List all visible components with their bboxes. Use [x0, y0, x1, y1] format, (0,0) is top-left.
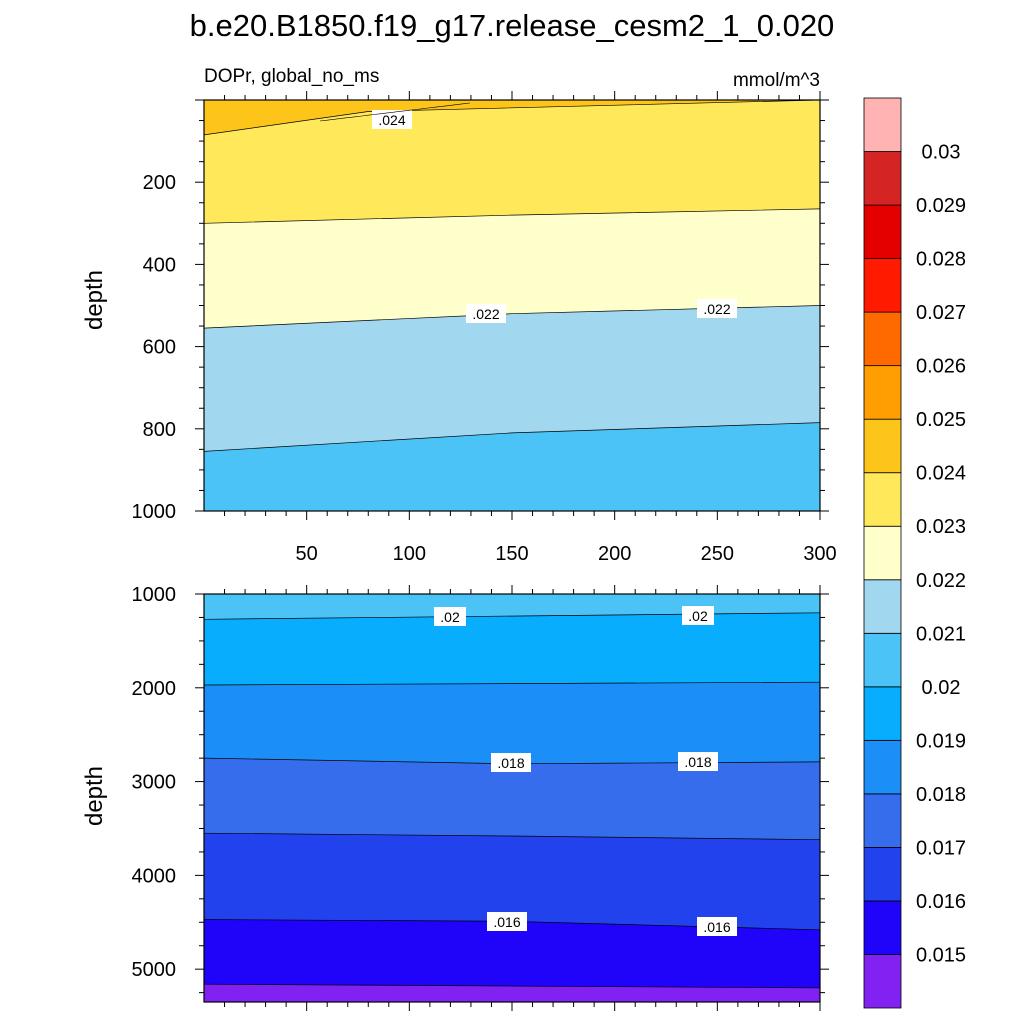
colorbar-swatch [863, 472, 902, 527]
colorbar-swatch [863, 632, 902, 688]
contour-line [204, 422, 820, 452]
contour-label-box [372, 110, 412, 129]
contour-line [204, 832, 820, 841]
colorbar-label: 0.017 [916, 837, 966, 859]
colorbar-swatch [863, 793, 902, 848]
y-tick-label: 1000 [132, 584, 177, 606]
y-tick-label: 4000 [132, 865, 177, 887]
y-tick-label: 5000 [132, 959, 177, 981]
contour-label: .02 [440, 609, 460, 625]
contour-line [204, 208, 820, 224]
panel-lower: 1000 2000 3000 4000 5000 depth .02 .02 .018 .018.… [81, 584, 829, 1011]
contour-label: .022 [472, 306, 499, 322]
contour-label-box [678, 752, 718, 771]
colorbar-swatch [863, 258, 902, 313]
contour-label-box [487, 912, 527, 931]
colorbar-label: 0.022 [916, 570, 966, 592]
contour-line [204, 612, 820, 620]
x-tick-label: 50 [296, 543, 318, 565]
colorbar-label: 0.023 [916, 516, 966, 538]
colorbar-label: 0.027 [916, 302, 966, 324]
colorbar-swatch [863, 418, 902, 474]
contour-line [204, 983, 820, 989]
contour-label: .024 [378, 112, 405, 128]
colorbar-swatch [863, 900, 902, 955]
contour-band [204, 100, 820, 224]
colorbar-label: 0.025 [916, 409, 966, 431]
colorbar-label: 0.03 [922, 142, 961, 164]
panel-upper: 50 100 150 200 250 300 200 400 600 800 1000 depth .0… [81, 91, 837, 565]
contour-label: .022 [703, 301, 730, 317]
colorbar-swatch [863, 97, 902, 152]
colorbar-swatch [863, 686, 902, 741]
contour-line [204, 681, 820, 686]
x-tick-label: 250 [701, 543, 734, 565]
colorbar-label: 0.015 [916, 944, 966, 966]
y-tick-label: 2000 [132, 678, 177, 700]
contour-label: .018 [684, 754, 711, 770]
contour-label: .016 [493, 914, 520, 930]
contour-label-box [697, 299, 737, 318]
contour-label-box [466, 304, 506, 323]
colorbar-label: 0.02 [922, 677, 961, 699]
x-tick-label: 150 [495, 543, 528, 565]
contour-fill-upper [204, 100, 820, 511]
contour-label-box [697, 917, 737, 936]
y-tick-label: 600 [143, 337, 176, 359]
colorbar-label: 0.029 [916, 195, 966, 217]
colorbar-label: 0.021 [916, 623, 966, 645]
y-tick-label: 1000 [132, 501, 177, 523]
contour-band [204, 594, 820, 620]
y-tick-label: 400 [143, 254, 176, 276]
colorbar-swatch [863, 204, 902, 259]
contour-label: .02 [688, 608, 708, 624]
contour-line [319, 102, 471, 122]
y-axis-label: depth [81, 766, 108, 826]
contour-label-box [682, 606, 714, 625]
colorbar-swatch [863, 847, 902, 902]
contour-label: .016 [703, 919, 730, 935]
colorbar: 0.015 0.016 0.017 0.018 0.019 0.02 0.021 0.022 0… [863, 97, 966, 1009]
x-tick-label: 200 [598, 543, 631, 565]
units-label: mmol/m^3 [733, 70, 820, 91]
contour-label-box [434, 607, 466, 626]
colorbar-swatch [863, 739, 902, 795]
contour-fill-lower [204, 594, 820, 1002]
colorbar-swatch [863, 365, 902, 420]
colorbar-swatch [863, 311, 902, 367]
figure-title: b.e20.B1850.f19_g17.release_cesm2_1_0.02… [190, 8, 835, 43]
colorbar-label: 0.028 [916, 249, 966, 271]
colorbar-label: 0.026 [916, 356, 966, 378]
y-tick-label: 800 [143, 419, 176, 441]
colorbar-swatch [863, 525, 902, 581]
colorbar-label: 0.024 [916, 463, 966, 485]
colorbar-swatch [863, 579, 902, 634]
contour-label-box [491, 753, 531, 772]
y-tick-label: 200 [143, 172, 176, 194]
colorbar-swatch [863, 954, 902, 1009]
colorbar-label: 0.018 [916, 784, 966, 806]
colorbar-swatch [863, 151, 902, 206]
x-tick-label: 100 [393, 543, 426, 565]
colorbar-label: 0.019 [916, 730, 966, 752]
contour-label: .018 [497, 755, 524, 771]
variable-label: DOPr, global_no_ms [204, 66, 379, 87]
contour-band [204, 100, 820, 135]
x-tick-label: 300 [803, 543, 836, 565]
y-tick-label: 3000 [132, 772, 177, 794]
contour-line [204, 100, 820, 136]
colorbar-label: 0.016 [916, 891, 966, 913]
y-axis-label: depth [81, 270, 108, 330]
